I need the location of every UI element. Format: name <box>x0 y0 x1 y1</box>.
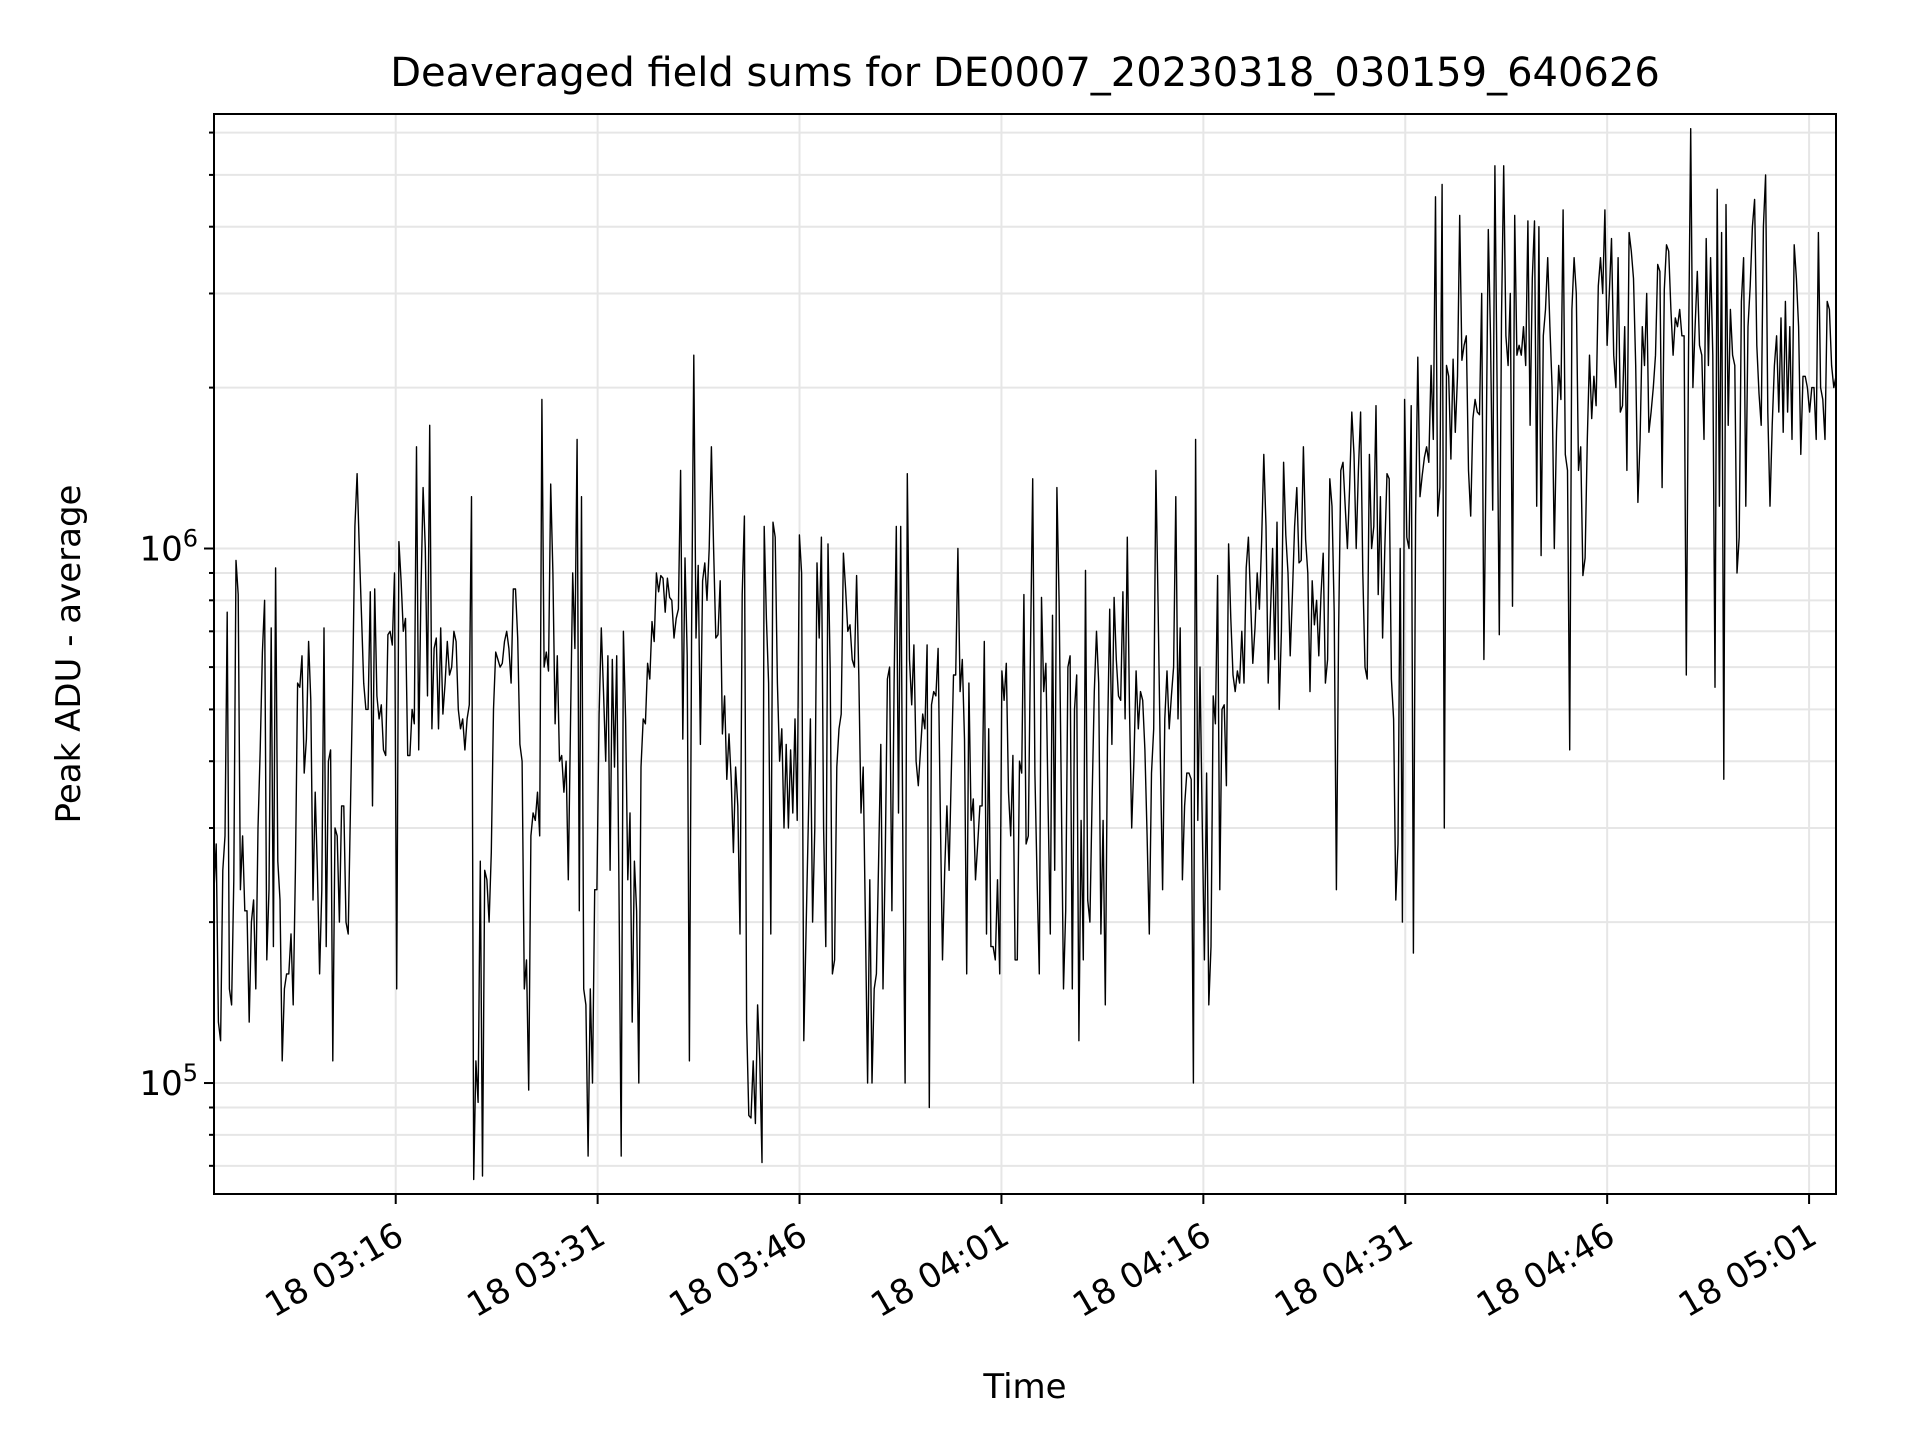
grid-lines <box>214 114 1836 1194</box>
y-tick-label: 106 <box>139 525 198 570</box>
y-tick-label: 105 <box>139 1059 198 1104</box>
series-line <box>213 127 1837 1181</box>
data-series <box>213 127 1837 1181</box>
chart-title: Deaveraged field sums for DE0007_2023031… <box>390 50 1660 96</box>
plot-frame <box>213 113 1837 1195</box>
x-axis-label: Time <box>982 1367 1066 1407</box>
y-axis-label: Peak ADU - average <box>49 485 89 824</box>
